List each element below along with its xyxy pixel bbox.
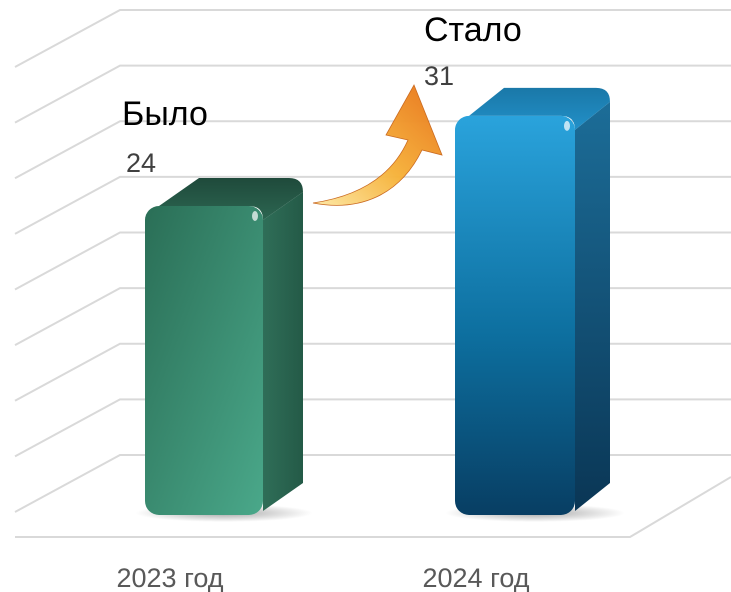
gridline [14,231,731,291]
gridlines [14,9,731,538]
category-label-2023: 2023 год [117,563,224,592]
bar-2024-top [469,87,610,130]
category-label-2024: 2024 год [423,563,530,592]
bar-2024-highlight [564,120,570,131]
growth-arrow [312,84,443,206]
bar-2024 [445,87,625,522]
gridline [14,287,731,347]
bar-2024-side [575,101,610,511]
bar-2023 [135,178,313,522]
bar-2023-front [145,206,263,515]
bar-2023-side [263,192,303,511]
data-label-2023: 24 [126,148,156,178]
bar-2023-top [159,178,303,220]
bar-2024-front [455,115,575,515]
annotation-title-2024: Стало [424,11,522,49]
gridline [14,9,731,68]
data-label-2024: 31 [424,61,454,91]
gridline [14,454,731,513]
annotation-title-2023: Было [122,95,208,133]
floor-edge [15,476,731,538]
gridline [14,398,731,458]
gridline [14,342,731,402]
bar-2023-highlight [252,211,258,221]
labels: 2023 год 2024 год Было 24 Стало 31 [117,11,530,592]
gridline [14,64,731,124]
bars [135,87,625,522]
